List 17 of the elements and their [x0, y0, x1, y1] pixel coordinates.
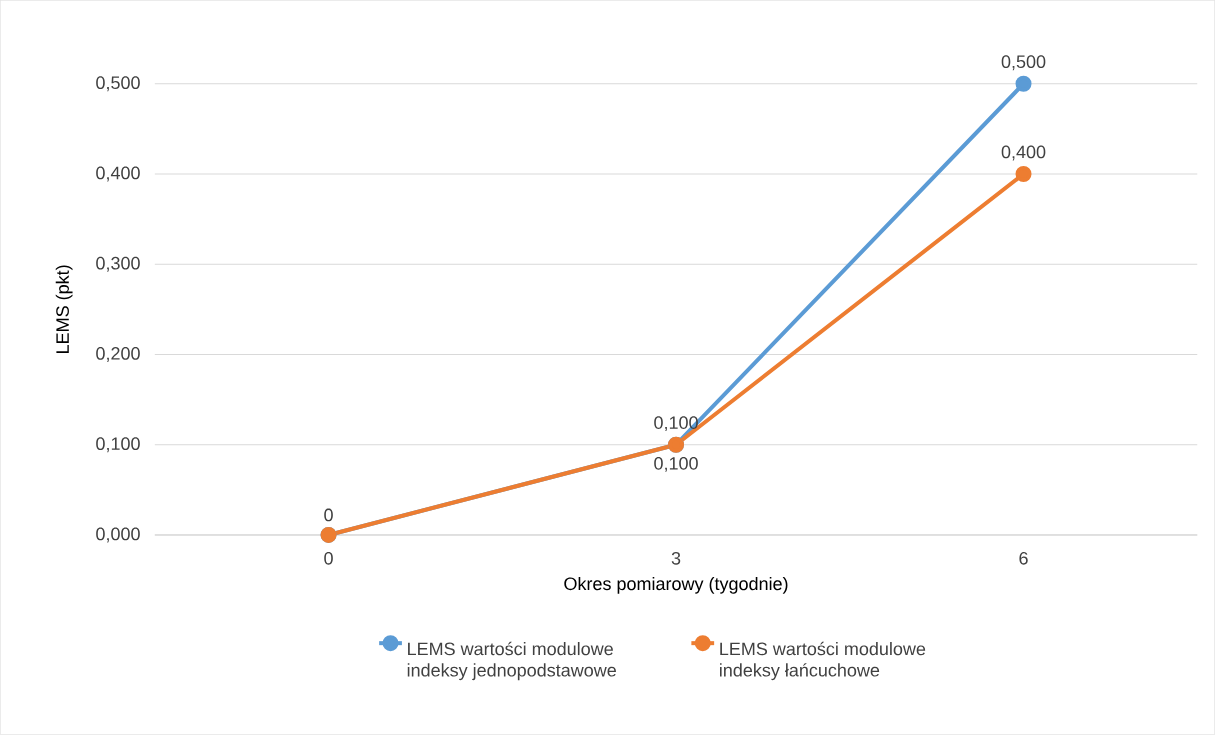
legend-label: LEMS wartości modulowe indeksy łańcuchowe [720, 641, 926, 681]
y-tick-label: 0,300 [96, 256, 140, 272]
legend-label: LEMS wartości modulowe indeksy jednopodstawowe [407, 641, 616, 681]
x-tick-label: 6 [1019, 552, 1028, 565]
y-axis-title: LEMS (pkt) [55, 265, 73, 354]
x-axis-title: Okres pomiarowy (tygodnie) [564, 577, 788, 594]
y-tick-label: 0,100 [96, 437, 140, 453]
y-tick-label: 0,500 [96, 76, 140, 92]
x-tick-label: 0 [324, 552, 333, 565]
x-tick-label: 3 [671, 552, 681, 565]
data-label: 0 [324, 508, 333, 522]
y-tick-label: 0,000 [96, 527, 140, 543]
y-tick-label: 0,200 [96, 347, 140, 363]
data-label: 0,400 [1001, 145, 1046, 161]
data-label: 0,500 [1001, 55, 1046, 71]
y-tick-label: 0,400 [96, 166, 140, 182]
data-label: 0,100 [654, 457, 698, 472]
